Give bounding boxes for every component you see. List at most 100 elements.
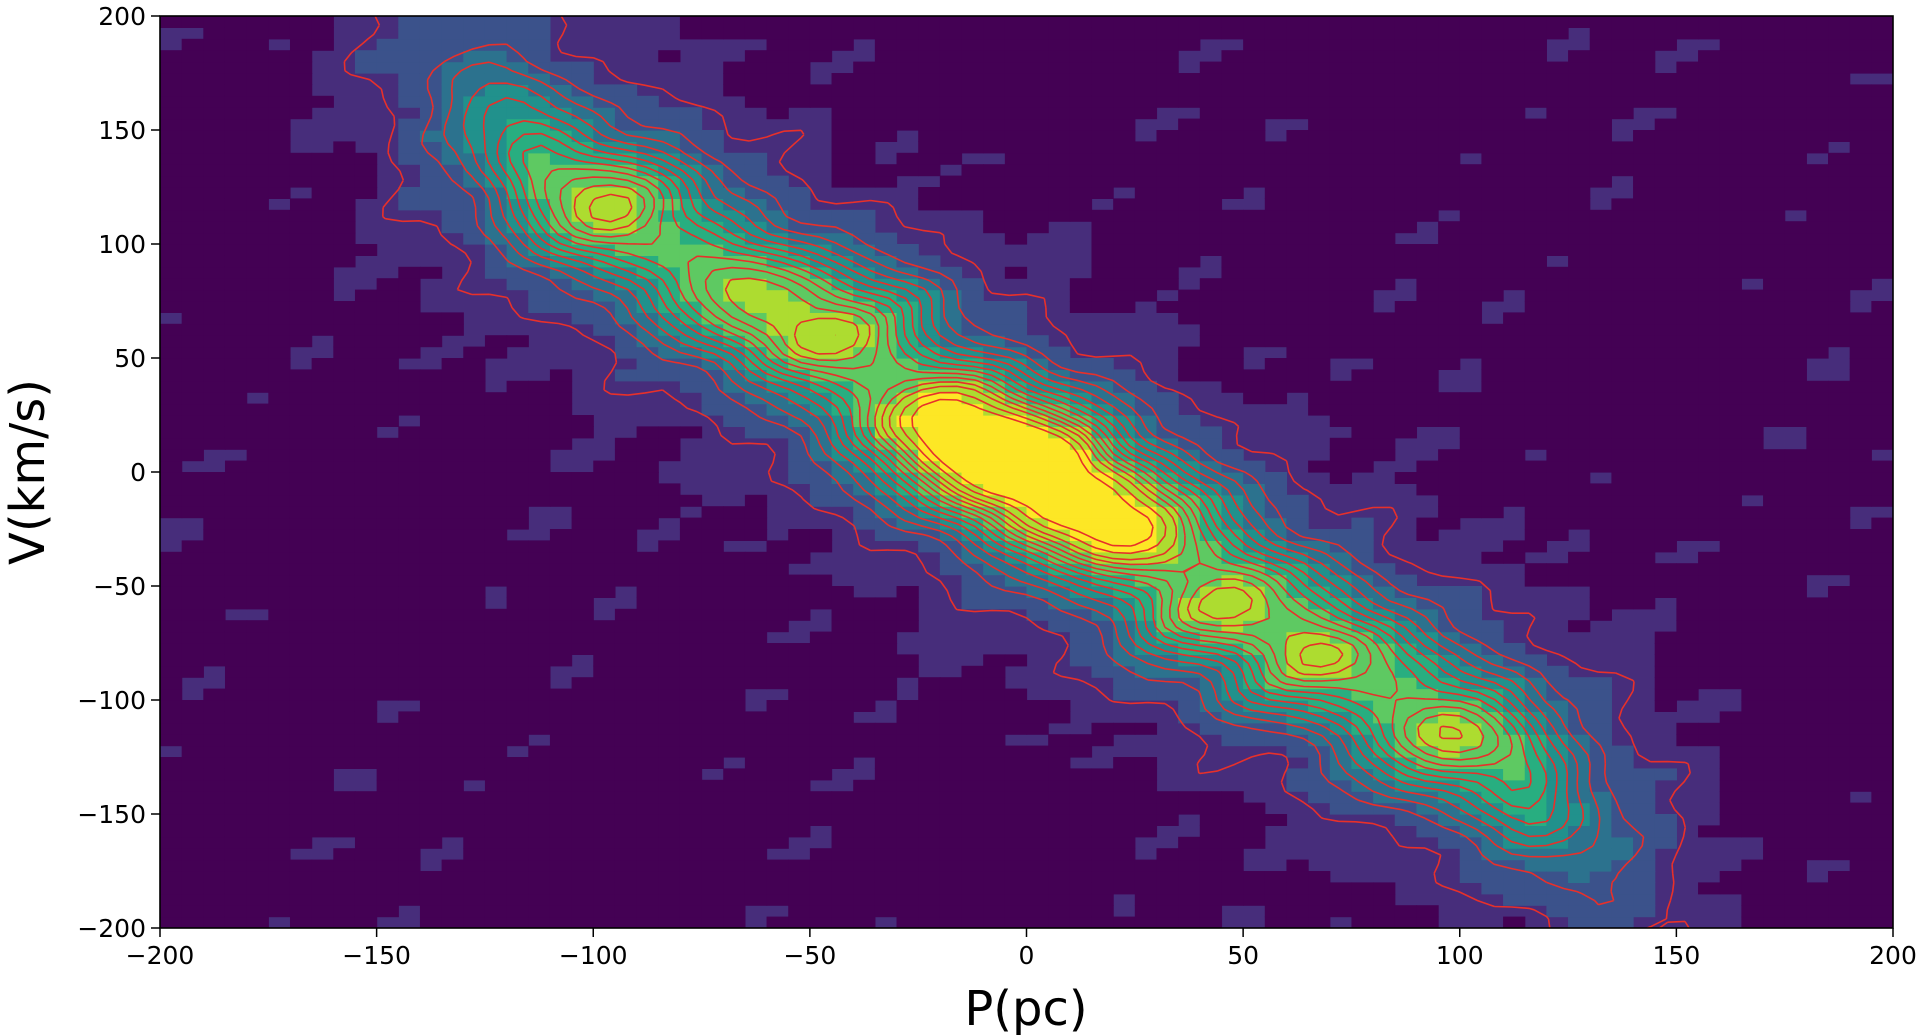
density-cell [1221,859,1244,872]
density-cell [419,198,443,211]
density-cell [1633,323,1656,336]
density-cell [896,802,919,815]
density-cell [1373,278,1396,291]
density-cell [398,711,421,724]
density-cell [419,665,443,678]
density-cell [1763,631,1786,644]
density-cell [1524,50,1547,63]
density-cell [1719,323,1742,336]
density-cell [549,757,573,769]
density-cell [1004,472,1028,484]
density-cell [224,859,248,872]
density-cell [1308,152,1331,165]
density-cell [1524,472,1547,484]
density-cell [1741,449,1764,462]
density-cell [289,654,313,667]
density-cell [1633,95,1656,108]
density-cell [1503,278,1526,291]
density-cell [1633,506,1656,519]
density-cell [1373,700,1396,712]
density-cell [354,677,378,690]
density-cell [723,255,746,268]
density-cell [203,198,226,211]
density-cell [1286,27,1309,40]
density-cell [1373,586,1396,598]
density-cell [1698,882,1721,895]
density-cell [203,380,226,393]
density-cell [1091,95,1114,108]
density-cell [1286,916,1309,928]
density-cell [1676,187,1699,199]
density-cell [1069,152,1093,165]
density-cell [593,814,616,826]
density-cell [506,38,529,51]
density-cell [1134,905,1158,918]
density-cell [1373,244,1396,256]
density-cell [1481,392,1504,405]
density-cell [441,369,464,382]
density-cell [1091,358,1114,370]
density-cell [1481,118,1504,131]
density-cell [788,825,811,838]
density-cell [1091,50,1114,63]
density-cell [1351,882,1374,895]
density-cell [766,700,789,712]
density-cell [1741,643,1764,655]
density-cell [246,369,269,382]
density-cell [1351,175,1374,188]
density-cell [636,506,659,519]
density-cell [961,449,984,462]
density-cell [181,779,204,792]
density-cell [1524,802,1547,815]
density-cell [1373,141,1396,154]
density-cell [1156,665,1179,678]
density-cell [766,84,789,97]
density-cell [788,289,811,302]
density-cell [181,700,204,712]
density-cell [1763,665,1786,678]
density-cell [918,152,941,165]
density-cell [1178,700,1201,712]
density-cell [636,517,659,530]
density-cell [224,757,248,769]
density-cell [1546,198,1569,211]
density-cell [1113,289,1136,302]
density-cell [939,871,963,883]
density-cell [1633,791,1656,804]
density-cell [1611,916,1634,928]
density-cell [1416,312,1439,325]
density-cell [289,597,313,610]
density-cell [203,426,226,439]
density-cell [1589,278,1612,291]
density-cell [1221,449,1244,462]
density-cell [1589,859,1612,872]
density-cell [1719,677,1742,690]
density-cell [896,848,919,861]
density-cell [788,711,811,724]
density-cell [1546,882,1569,895]
density-cell [1221,301,1244,313]
density-cell [874,734,898,747]
density-cell [1286,779,1309,792]
density-cell [1069,597,1093,610]
density-cell [1698,209,1721,222]
density-cell [1438,654,1461,667]
density-cell [983,814,1006,826]
density-cell [939,802,963,815]
density-cell [311,221,334,234]
density-cell [1069,38,1093,51]
density-cell [268,905,291,918]
density-cell [1243,893,1266,906]
density-cell [874,244,898,256]
density-cell [939,130,963,142]
density-cell [809,494,833,507]
density-cell [528,871,551,883]
density-cell [181,232,204,245]
density-cell [1004,779,1028,792]
density-cell [1221,141,1244,154]
density-cell [809,529,833,541]
density-cell [1199,95,1223,108]
density-cell [1134,893,1158,906]
density-cell [463,814,486,826]
density-cell [398,574,421,587]
